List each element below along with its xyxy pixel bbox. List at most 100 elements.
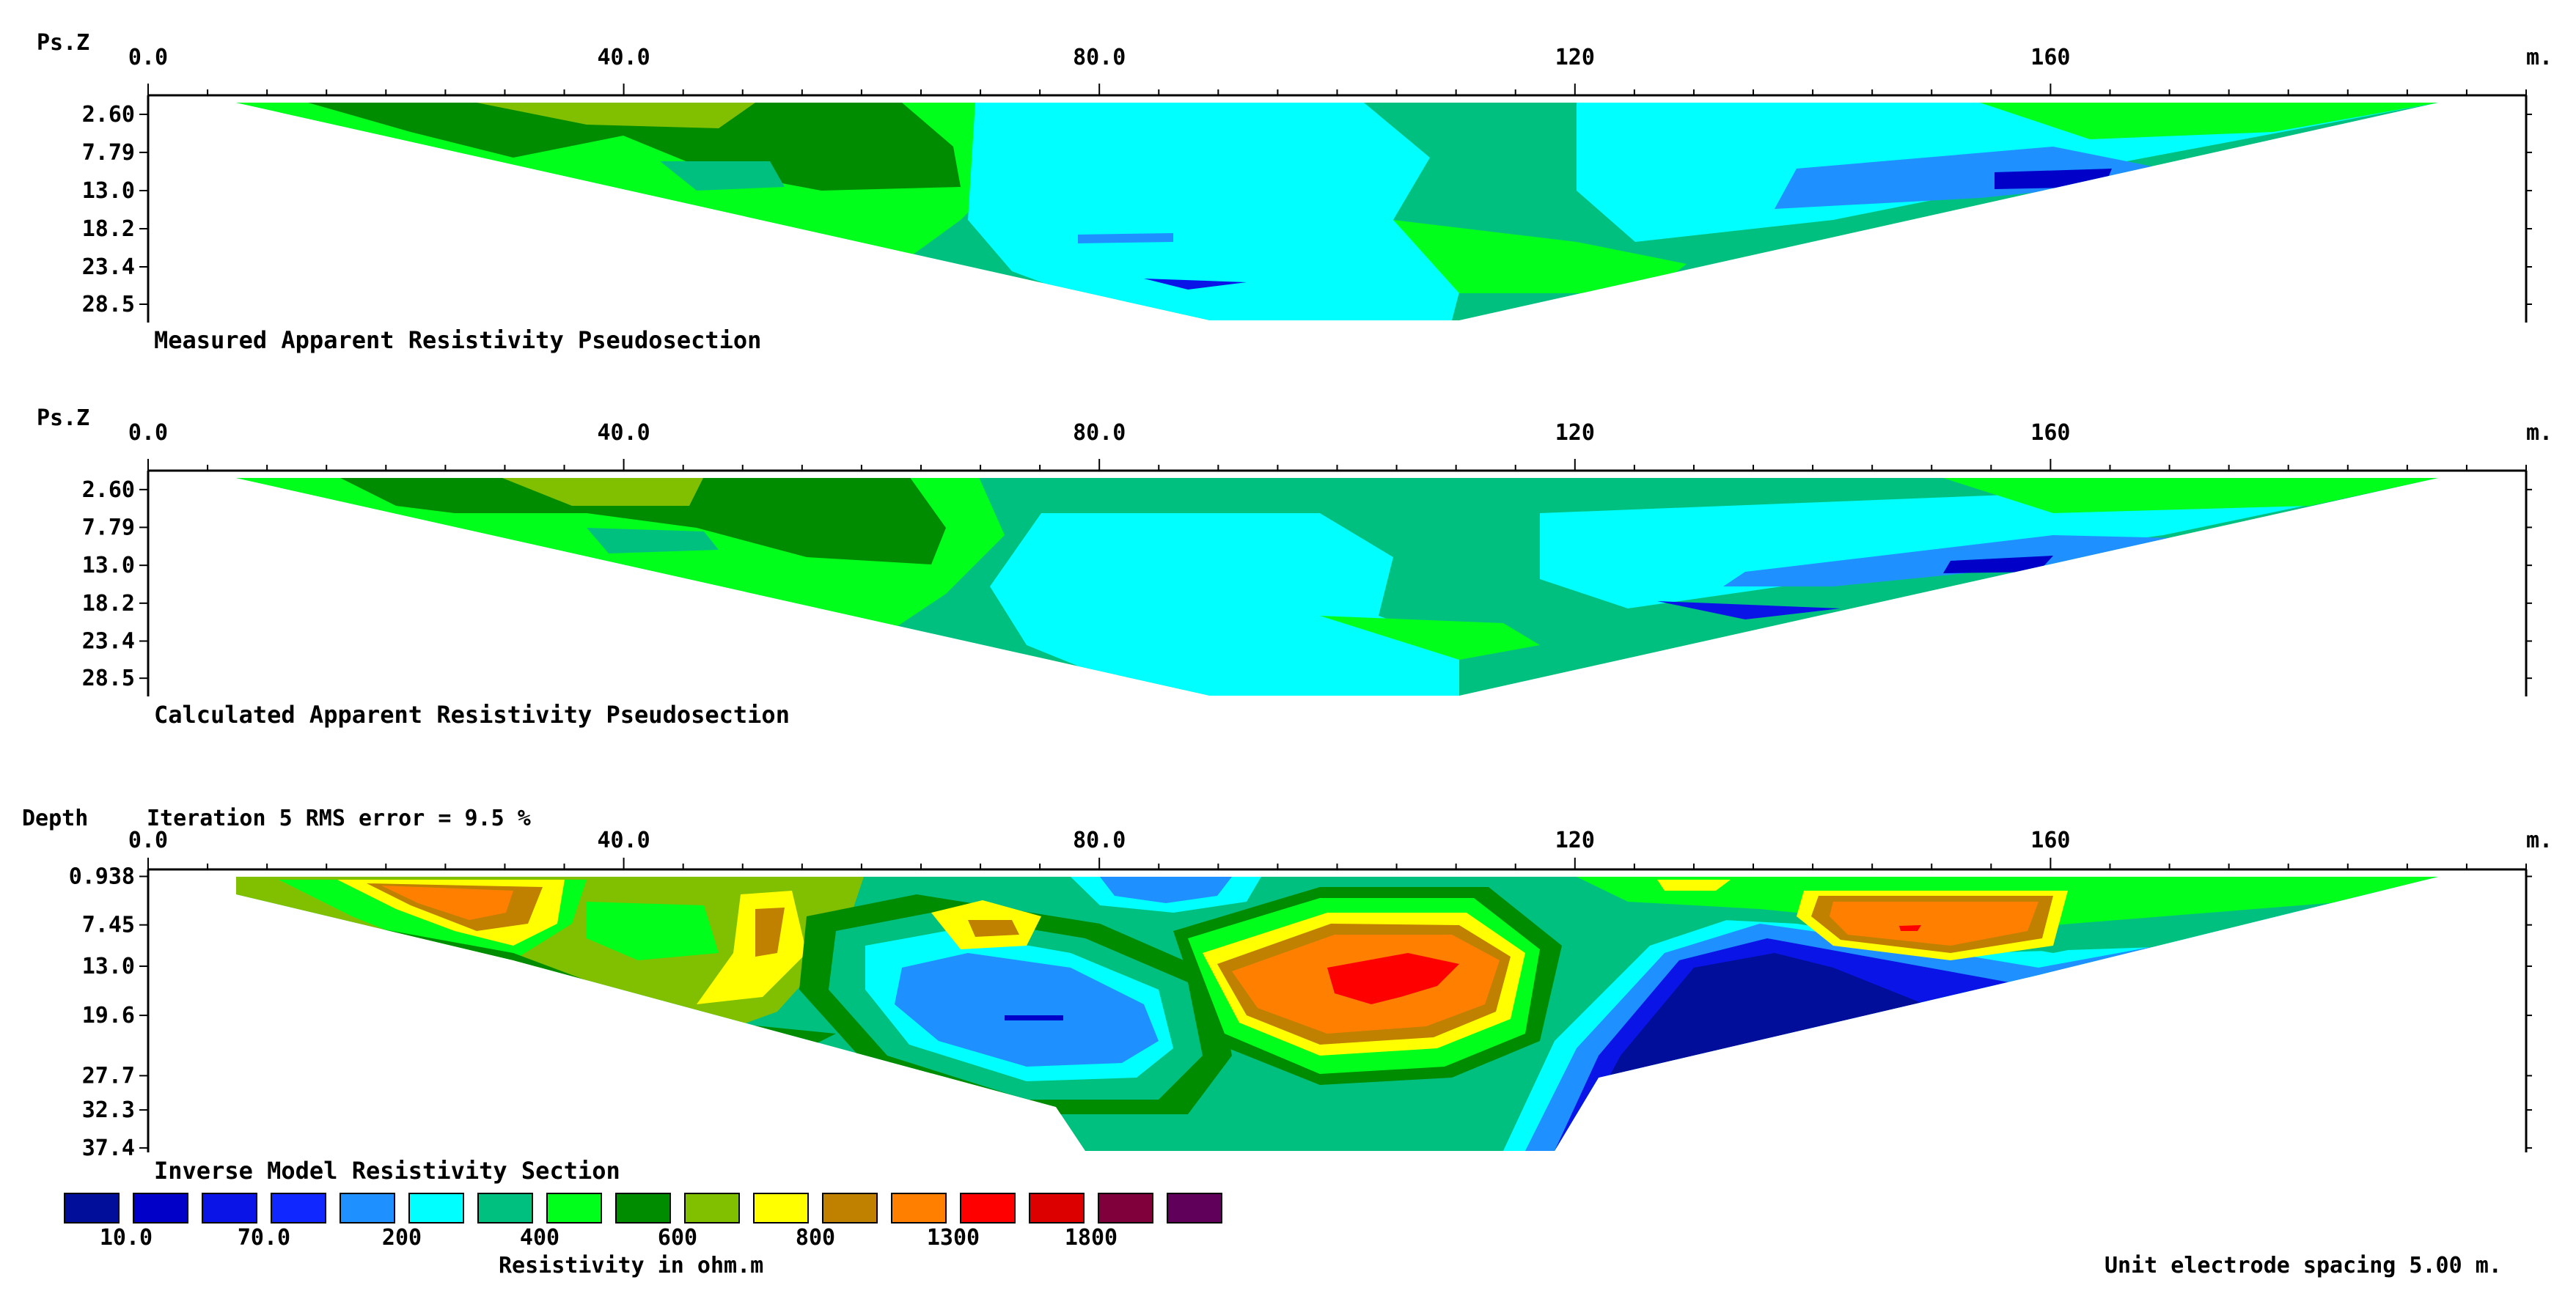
x-tick-label: 120 <box>1555 45 1595 70</box>
x-tick-label: 0.0 <box>128 420 168 446</box>
x-tick-label: 160 <box>2030 45 2070 70</box>
panel-3-xunit: m. <box>2526 828 2553 853</box>
x-tick-label: 80.0 <box>1073 828 1126 853</box>
panel-2-ylabel: Ps.Z <box>37 405 89 431</box>
x-tick-label: 40.0 <box>597 45 650 70</box>
contour-olive-left <box>499 478 704 506</box>
legend-label: 1800 <box>1065 1225 1118 1251</box>
model-orange-left <box>381 886 513 920</box>
y-tick-label: 18.2 <box>82 216 135 242</box>
contour-green-center <box>1393 220 1687 293</box>
legend-labels: 10.0 70.0 200 400 600 800 1300 1800 <box>100 1225 1118 1251</box>
x-tick-label: 80.0 <box>1073 420 1126 446</box>
x-tick-label: 80.0 <box>1073 45 1126 70</box>
resistivity-legend: Inverse Model Resistivity Section 10.0 70… <box>64 1157 1222 1278</box>
panel-3-axes: 0.0 40.0 80.0 120 160 0.938 7.45 13.0 19.6 27.7 32… <box>69 828 2532 1161</box>
contour-green-right <box>1943 478 2438 513</box>
electrode-spacing-note: Unit electrode spacing 5.00 m. <box>2105 1253 2502 1278</box>
model-brown-small <box>968 920 1019 937</box>
model-darkblue-core <box>1005 1015 1063 1020</box>
x-tick-label: 120 <box>1555 828 1595 853</box>
panel-2-axes: 0.0 40.0 80.0 120 160 2.60 7.79 13.0 18.2 23.4 28.… <box>82 420 2532 696</box>
panel-1-title: Measured Apparent Resistivity Pseudosect… <box>154 326 761 354</box>
model-yellow-top-mid <box>1657 880 1731 891</box>
y-tick-label: 19.6 <box>82 1003 135 1028</box>
legend-title: Resistivity in ohm.m <box>499 1253 763 1278</box>
y-tick-label: 7.79 <box>82 515 135 540</box>
x-tick-label: 120 <box>1555 420 1595 446</box>
y-tick-label: 27.7 <box>82 1063 135 1089</box>
x-tick-label: 160 <box>2030 420 2070 446</box>
legend-label: 200 <box>382 1225 422 1251</box>
inverse-model-panel: Depth Iteration 5 RMS error = 9.5 % m. 0… <box>22 806 2553 1161</box>
legend-swatch <box>1167 1193 1222 1223</box>
legend-swatch <box>960 1193 1016 1223</box>
legend-label: 600 <box>658 1225 697 1251</box>
y-tick-label: 23.4 <box>82 628 135 654</box>
legend-swatch <box>133 1193 188 1223</box>
contour-teal-inner <box>660 161 785 191</box>
panel-1-axes: 0.0 40.0 80.0 120 160 2.60 7.79 13.0 18.2 23.4 28.… <box>82 45 2532 323</box>
y-tick-label: 7.79 <box>82 140 135 166</box>
contour-cyan-center <box>968 103 1467 320</box>
x-tick-label: 40.0 <box>597 828 650 853</box>
panel-2-title: Calculated Apparent Resistivity Pseudose… <box>154 701 790 729</box>
y-tick-label: 37.4 <box>82 1136 135 1161</box>
x-tick-label: 0.0 <box>128 45 168 70</box>
panel-1-ylabel: Ps.Z <box>37 30 89 56</box>
model-red-right <box>1899 925 1921 931</box>
model-red-high <box>1327 953 1459 1004</box>
y-tick-label: 13.0 <box>82 553 135 578</box>
contour-olive-left <box>477 103 755 128</box>
x-tick-label: 0.0 <box>128 828 168 853</box>
legend-swatches <box>64 1193 1222 1223</box>
contour-green-lower <box>1320 616 1540 660</box>
panel-1-xunit: m. <box>2526 45 2553 70</box>
y-tick-label: 28.5 <box>82 292 135 317</box>
legend-swatch <box>202 1193 257 1223</box>
contour-blue-bottom <box>1144 279 1247 290</box>
legend-swatch <box>340 1193 395 1223</box>
legend-label: 70.0 <box>238 1225 290 1251</box>
contour-blue-right <box>1775 147 2200 209</box>
x-tick-label: 40.0 <box>597 420 650 446</box>
calculated-pseudosection-panel: Ps.Z m. 0.0 40.0 80.0 120 160 2.60 7.79 13.0 18.… <box>37 405 2553 729</box>
model-blue-top <box>1100 877 1232 903</box>
y-tick-label: 2.60 <box>82 102 135 128</box>
legend-swatch <box>684 1193 740 1223</box>
x-tick-label: 160 <box>2030 828 2070 853</box>
legend-swatch <box>1098 1193 1153 1223</box>
model-brown-blob <box>755 908 785 957</box>
panel-3-ylabel: Depth <box>22 806 88 831</box>
contour-teal-inner <box>587 528 719 553</box>
legend-swatch <box>753 1193 809 1223</box>
contour-blue-center <box>1078 233 1173 243</box>
legend-swatch <box>408 1193 464 1223</box>
legend-label: 1300 <box>927 1225 980 1251</box>
legend-swatch <box>822 1193 878 1223</box>
legend-swatch <box>271 1193 326 1223</box>
measured-pseudosection-panel: Ps.Z m. 0.0 40.0 80.0 120 160 2.60 7.79 13.0 18.… <box>37 30 2553 354</box>
contour-darkblue-right <box>1943 556 2053 573</box>
legend-label: 800 <box>796 1225 835 1251</box>
contour-darkgreen-left <box>337 478 946 564</box>
panel-2-xunit: m. <box>2526 420 2553 446</box>
y-tick-label: 28.5 <box>82 666 135 691</box>
legend-label: 10.0 <box>100 1225 153 1251</box>
legend-section-title: Inverse Model Resistivity Section <box>154 1157 620 1185</box>
model-darkblue-right <box>1555 953 2039 1151</box>
y-tick-label: 13.0 <box>82 178 135 204</box>
contour-blue-bottom <box>1657 601 1841 619</box>
y-tick-label: 23.4 <box>82 254 135 280</box>
legend-swatch <box>64 1193 120 1223</box>
legend-swatch <box>615 1193 671 1223</box>
legend-swatch <box>891 1193 947 1223</box>
contour-darkgreen-left <box>308 103 961 191</box>
legend-swatch <box>477 1193 533 1223</box>
y-tick-label: 13.0 <box>82 954 135 979</box>
y-tick-label: 7.45 <box>82 913 135 938</box>
y-tick-label: 18.2 <box>82 591 135 617</box>
model-orange-right <box>1830 902 2039 946</box>
contour-cyan-center <box>990 513 1459 696</box>
